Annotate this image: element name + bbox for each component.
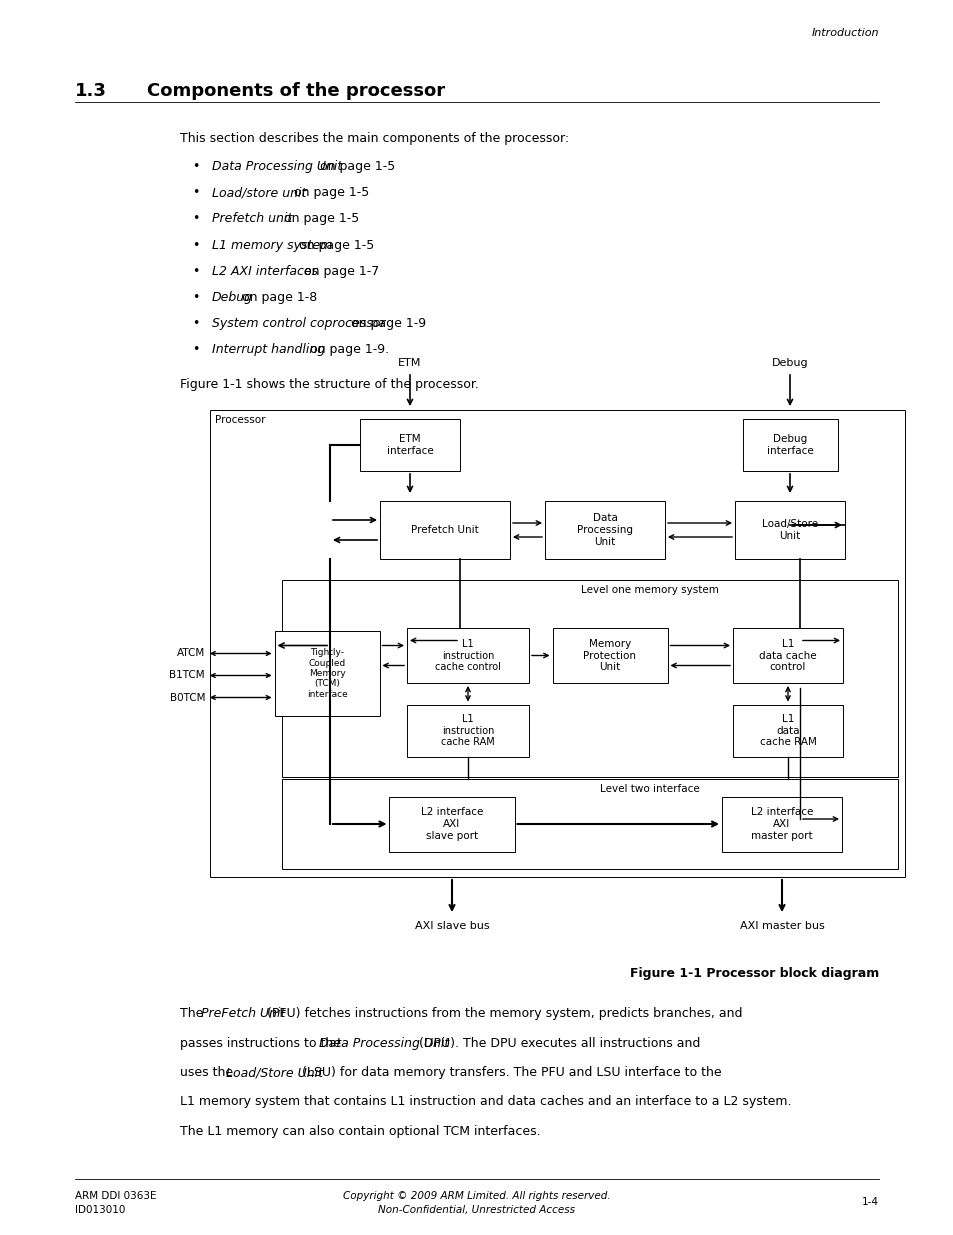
Text: Debug: Debug <box>771 358 807 368</box>
Text: ETM: ETM <box>398 358 421 368</box>
Text: Data
Processing
Unit: Data Processing Unit <box>577 514 633 547</box>
Text: on page 1-5: on page 1-5 <box>290 186 369 199</box>
Text: on page 1-5: on page 1-5 <box>279 212 358 226</box>
Text: AXI master bus: AXI master bus <box>739 921 823 931</box>
Text: B0TCM: B0TCM <box>170 693 205 703</box>
Text: •: • <box>192 317 199 330</box>
Text: 1-4: 1-4 <box>862 1197 878 1207</box>
Text: Level two interface: Level two interface <box>599 784 700 794</box>
Text: uses the: uses the <box>180 1066 237 1079</box>
Text: This section describes the main components of the processor:: This section describes the main componen… <box>180 132 569 144</box>
Text: (LSU) for data memory transfers. The PFU and LSU interface to the: (LSU) for data memory transfers. The PFU… <box>297 1066 720 1079</box>
Text: Load/Store Unit: Load/Store Unit <box>226 1066 323 1079</box>
Text: Data Processing Unit: Data Processing Unit <box>212 161 342 173</box>
Text: ATCM: ATCM <box>176 648 205 658</box>
Text: L1
data cache
control: L1 data cache control <box>759 638 816 672</box>
Text: (DPU). The DPU executes all instructions and: (DPU). The DPU executes all instructions… <box>415 1036 700 1050</box>
Text: Tightly-
Coupled
Memory
(TCM)
interface: Tightly- Coupled Memory (TCM) interface <box>306 648 347 699</box>
Text: passes instructions to the: passes instructions to the <box>180 1036 345 1050</box>
Text: Introduction: Introduction <box>811 28 878 38</box>
Bar <box>407 629 529 683</box>
Text: The: The <box>180 1007 207 1020</box>
Text: •: • <box>192 264 199 278</box>
Text: Level one memory system: Level one memory system <box>580 585 719 595</box>
Text: L2 interface
AXI
master port: L2 interface AXI master port <box>750 808 812 841</box>
Text: Figure 1-1 shows the structure of the processor.: Figure 1-1 shows the structure of the pr… <box>180 378 478 390</box>
Text: L1 memory system that contains L1 instruction and data caches and an interface t: L1 memory system that contains L1 instru… <box>180 1095 791 1109</box>
Bar <box>282 580 897 777</box>
Text: Debug: Debug <box>212 291 253 304</box>
Bar <box>407 704 529 757</box>
Text: B1TCM: B1TCM <box>170 671 205 680</box>
Bar <box>734 501 844 559</box>
Text: Debug
interface: Debug interface <box>766 435 813 456</box>
Text: Copyright © 2009 ARM Limited. All rights reserved.: Copyright © 2009 ARM Limited. All rights… <box>343 1191 610 1200</box>
Text: ARM DDI 0363E: ARM DDI 0363E <box>75 1191 156 1200</box>
Text: on page 1-9.: on page 1-9. <box>305 343 388 357</box>
Text: •: • <box>192 291 199 304</box>
Bar <box>282 779 897 869</box>
Text: on page 1-5: on page 1-5 <box>315 161 395 173</box>
Text: Non-Confidential, Unrestricted Access: Non-Confidential, Unrestricted Access <box>378 1205 575 1215</box>
Text: Interrupt handling: Interrupt handling <box>212 343 325 357</box>
Text: Prefetch unit: Prefetch unit <box>212 212 292 226</box>
Text: L1
instruction
cache RAM: L1 instruction cache RAM <box>440 714 495 747</box>
Text: •: • <box>192 186 199 199</box>
Bar <box>389 797 514 851</box>
Bar <box>274 631 379 716</box>
Text: L1 memory system: L1 memory system <box>212 238 332 252</box>
Text: on page 1-7: on page 1-7 <box>300 264 379 278</box>
Text: L2 interface
AXI
slave port: L2 interface AXI slave port <box>420 808 482 841</box>
Text: L1
instruction
cache control: L1 instruction cache control <box>435 638 500 672</box>
Bar <box>732 704 842 757</box>
Bar <box>721 797 841 851</box>
Text: •: • <box>192 212 199 226</box>
Bar <box>732 629 842 683</box>
Text: 1.3: 1.3 <box>75 82 107 100</box>
Text: Load/Store
Unit: Load/Store Unit <box>761 519 818 541</box>
Text: Load/store unit: Load/store unit <box>212 186 306 199</box>
Text: Data Processing Unit: Data Processing Unit <box>318 1036 449 1050</box>
Text: Processor: Processor <box>214 415 265 425</box>
Text: The L1 memory can also contain optional TCM interfaces.: The L1 memory can also contain optional … <box>180 1125 540 1137</box>
Text: L1
data
cache RAM: L1 data cache RAM <box>759 714 816 747</box>
Text: L2 AXI interfaces: L2 AXI interfaces <box>212 264 317 278</box>
Text: Components of the processor: Components of the processor <box>147 82 445 100</box>
Text: Memory
Protection
Unit: Memory Protection Unit <box>583 638 636 672</box>
Text: (PFU) fetches instructions from the memory system, predicts branches, and: (PFU) fetches instructions from the memo… <box>262 1007 741 1020</box>
Text: on page 1-8: on page 1-8 <box>237 291 317 304</box>
Bar <box>379 501 510 559</box>
Text: AXI slave bus: AXI slave bus <box>415 921 489 931</box>
Text: Prefetch Unit: Prefetch Unit <box>411 525 478 535</box>
Text: ETM
interface: ETM interface <box>386 435 433 456</box>
Bar <box>544 501 664 559</box>
Bar <box>210 410 904 877</box>
Text: •: • <box>192 343 199 357</box>
Text: •: • <box>192 161 199 173</box>
Text: Figure 1-1 Processor block diagram: Figure 1-1 Processor block diagram <box>629 967 878 981</box>
Text: PreFetch Unit: PreFetch Unit <box>200 1007 285 1020</box>
Text: ID013010: ID013010 <box>75 1205 125 1215</box>
Text: on page 1-9: on page 1-9 <box>347 317 426 330</box>
Bar <box>741 419 837 471</box>
Bar <box>552 629 667 683</box>
Text: on page 1-5: on page 1-5 <box>294 238 375 252</box>
Bar <box>359 419 459 471</box>
Text: System control coprocessor: System control coprocessor <box>212 317 385 330</box>
Text: •: • <box>192 238 199 252</box>
